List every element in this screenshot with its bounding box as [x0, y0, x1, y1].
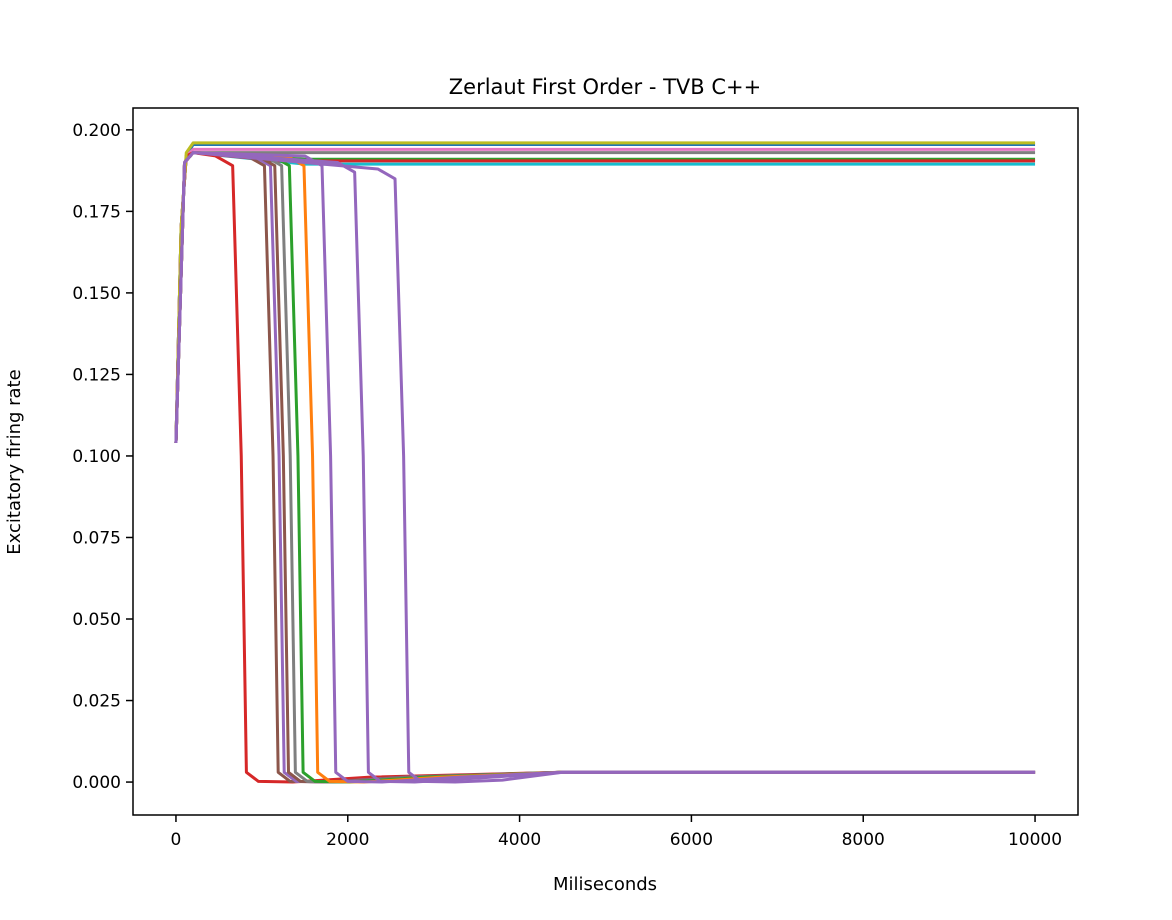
- series-line: [174, 151, 1036, 784]
- y-tick-label: 0.200: [72, 121, 121, 141]
- y-axis-label: Excitatory firing rate: [4, 369, 25, 554]
- x-tick-label: 0: [171, 830, 182, 850]
- series-line: [174, 151, 1036, 784]
- series-line: [174, 151, 1036, 784]
- series-line: [174, 151, 1036, 784]
- x-tick-label: 8000: [842, 830, 885, 850]
- x-axis-label: Miliseconds: [553, 874, 657, 895]
- y-tick-label: 0.025: [72, 692, 121, 712]
- x-tick-label: 6000: [670, 830, 713, 850]
- plot-frame: [132, 107, 1079, 816]
- y-tick-label: 0.050: [72, 610, 121, 630]
- y-tick-label: 0.100: [72, 447, 121, 467]
- series-line: [174, 151, 1036, 784]
- chart-title: Zerlaut First Order - TVB C++: [449, 75, 761, 99]
- x-tick-label: 2000: [326, 830, 369, 850]
- series-line: [174, 151, 1036, 784]
- series-line: [174, 151, 1036, 784]
- series-line: [174, 151, 1036, 784]
- y-tick-label: 0.125: [72, 365, 121, 385]
- x-tick-label: 4000: [498, 830, 541, 850]
- x-tick-label: 10000: [1008, 830, 1062, 850]
- y-tick-label: 0.175: [72, 202, 121, 222]
- y-tick-label: 0.075: [72, 528, 121, 548]
- series-line: [174, 151, 1036, 784]
- series-line: [174, 151, 1036, 784]
- y-tick-label: 0.000: [72, 773, 121, 793]
- y-tick-label: 0.150: [72, 284, 121, 304]
